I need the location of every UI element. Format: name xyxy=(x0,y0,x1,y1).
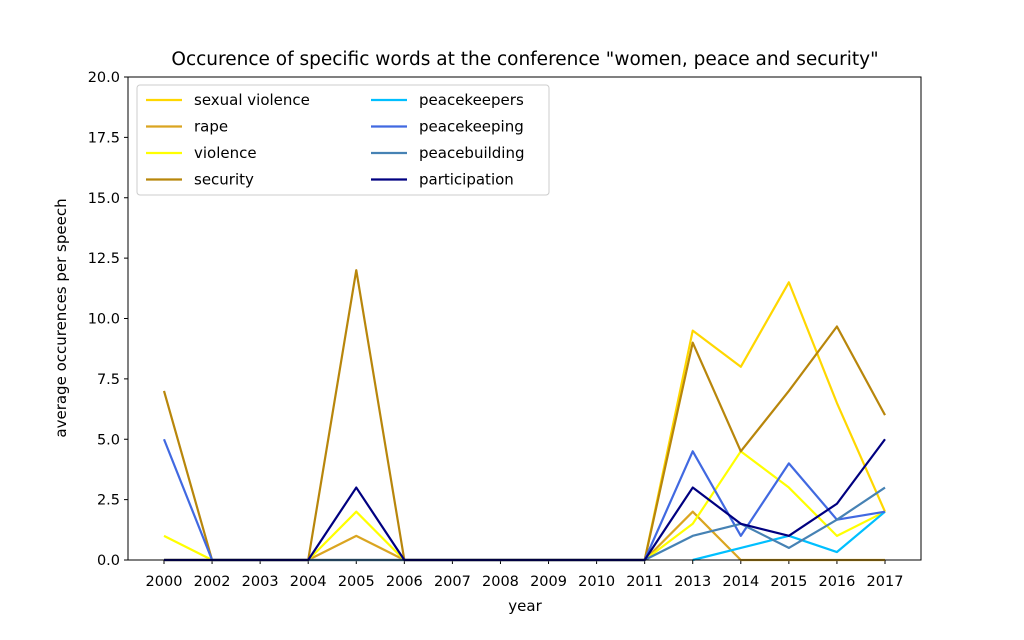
plot-frame xyxy=(127,76,922,561)
x-axis-ticks: 2000 2002 2003 2004 2005 2006 2007 2008 2009 2010… xyxy=(146,560,904,590)
y-tick-label: 15.0 xyxy=(88,191,120,207)
x-tick-label: 2007 xyxy=(434,574,471,590)
chart-title: Occurence of specific words at the confe… xyxy=(171,49,878,70)
x-tick-label: 2008 xyxy=(482,574,519,590)
x-axis-label: year xyxy=(508,597,542,615)
legend-item: participation xyxy=(371,171,514,189)
series-lines xyxy=(162,269,887,562)
x-tick-label: 2015 xyxy=(770,574,807,590)
legend-label: peacekeeping xyxy=(419,118,524,136)
x-tick-label: 2006 xyxy=(386,574,423,590)
x-tick-label: 2009 xyxy=(530,574,567,590)
y-tick-label: 7.5 xyxy=(97,372,120,388)
y-tick-label: 0.0 xyxy=(97,553,120,569)
y-tick-label: 10.0 xyxy=(88,312,120,328)
x-tick-label: 2016 xyxy=(818,574,855,590)
legend-item: peacebuilding xyxy=(371,144,525,162)
legend-item: sexual violence xyxy=(146,91,310,109)
y-tick-label: 5.0 xyxy=(97,432,120,448)
x-tick-label: 2000 xyxy=(146,574,183,590)
y-tick-label: 12.5 xyxy=(88,251,120,267)
x-tick-label: 2004 xyxy=(290,574,327,590)
x-tick-label: 2003 xyxy=(242,574,279,590)
series-line-sexual-violence xyxy=(164,281,887,562)
x-tick-label: 2014 xyxy=(722,574,759,590)
series-line-rape xyxy=(164,510,885,562)
y-tick-label: 20.0 xyxy=(88,70,120,86)
series-line-security xyxy=(162,269,886,562)
legend-box xyxy=(136,84,550,196)
x-tick-label: 2010 xyxy=(578,574,615,590)
x-tick-label: 2017 xyxy=(867,574,904,590)
legend-item: peacekeepers xyxy=(371,91,524,109)
legend-label: participation xyxy=(419,171,514,189)
series-line-peacebuilding xyxy=(164,486,886,562)
y-axis-ticks: 0.0 2.5 5.0 7.5 10.0 12.5 15.0 17.5 20.0 xyxy=(88,70,128,569)
x-tick-label: 2013 xyxy=(674,574,711,590)
legend-label: rape xyxy=(194,118,228,136)
legend-label: violence xyxy=(194,144,257,162)
x-tick-label: 2011 xyxy=(626,574,663,590)
y-axis-label: average occurences per speech xyxy=(52,198,70,437)
legend-label: peacebuilding xyxy=(419,144,525,162)
x-tick-label: 2005 xyxy=(338,574,375,590)
series-line-violence xyxy=(163,450,886,562)
legend-item: security xyxy=(146,171,254,189)
y-tick-label: 2.5 xyxy=(97,493,120,509)
legend-item: violence xyxy=(146,144,257,162)
y-tick-label: 17.5 xyxy=(88,130,120,146)
legend-label: security xyxy=(194,171,254,189)
legend-label: sexual violence xyxy=(194,91,310,109)
legend-item: peacekeeping xyxy=(371,118,524,136)
x-tick-label: 2002 xyxy=(194,574,231,590)
legend-item: rape xyxy=(146,118,228,136)
legend: sexual violence rape violence security peace… xyxy=(136,84,550,196)
legend-label: peacekeepers xyxy=(419,91,524,109)
